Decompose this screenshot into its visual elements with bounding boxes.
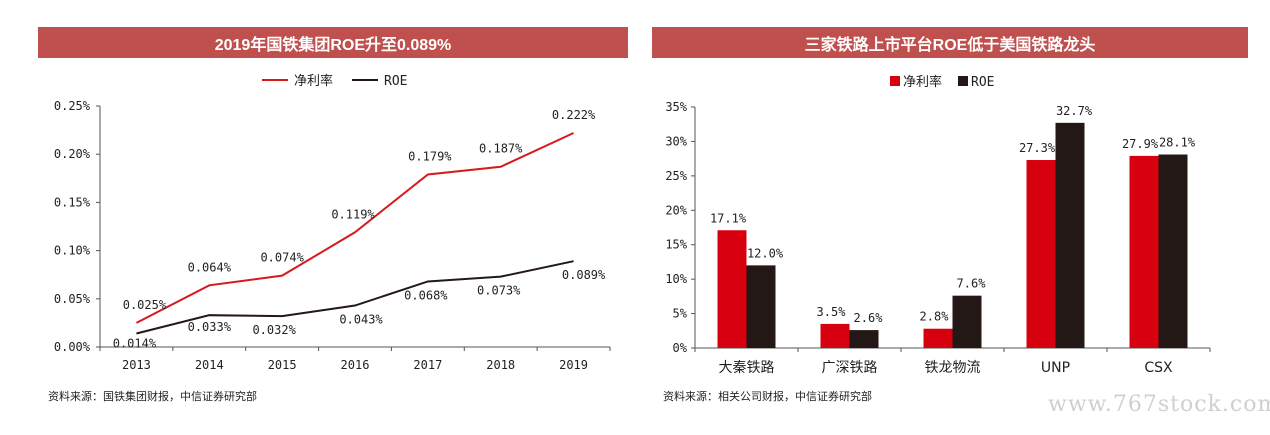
bar-roe	[952, 295, 982, 348]
x-tick-label: 大秦铁路	[719, 360, 775, 376]
data-label: 0.222%	[552, 108, 596, 122]
bar-chart: 0% 5% 10% 15% 20% 25% 30% 35% 大秦铁路 广深铁路 铁龙物流 UNP CSX…	[665, 74, 1211, 376]
data-label: 0.187%	[479, 142, 523, 156]
y-tick-label: 0.10%	[54, 244, 91, 258]
line-chart: 0.00% 0.05% 0.10% 0.15% 0.20% 0.25% 2013 2014 20…	[54, 73, 611, 372]
y-tick-label: 0.25%	[54, 99, 91, 113]
x-tick-label: 2015	[268, 358, 297, 372]
bar-net-margin	[1026, 160, 1056, 348]
x-tick-label: 2016	[341, 358, 370, 372]
data-label: 0.068%	[404, 288, 448, 302]
data-label: 27.9%	[1122, 137, 1159, 151]
x-tick-label: 铁龙物流	[925, 360, 981, 376]
bar-chart-panel: 三家铁路上市平台ROE低于美国铁路龙头 0% 5% 10% 15% 20% 25% 30% 3…	[635, 0, 1270, 435]
data-label: 28.1%	[1159, 136, 1196, 150]
bar-net-margin	[1129, 155, 1159, 348]
data-label: 32.7%	[1056, 104, 1093, 118]
y-tick-label: 0.05%	[54, 292, 91, 306]
legend-label: 净利率	[294, 73, 333, 89]
series-line-net-margin	[135, 132, 574, 324]
y-tick-label: 20%	[665, 203, 687, 217]
y-tick-label: 15%	[665, 238, 687, 252]
bar-roe	[746, 265, 776, 348]
bar-net-margin	[717, 230, 747, 348]
bar-roe	[849, 330, 879, 348]
data-label: 12.0%	[747, 246, 784, 260]
bar-chart-title: 三家铁路上市平台ROE低于美国铁路龙头	[652, 27, 1248, 58]
y-tick-label: 0.15%	[54, 195, 91, 209]
data-label: 0.032%	[252, 323, 296, 337]
x-tick-label: 2018	[486, 358, 515, 372]
data-label: 0.089%	[562, 268, 606, 282]
bar-chart-source: 资料来源：相关公司财报，中信证券研究部	[663, 390, 872, 403]
data-label: 0.074%	[260, 251, 304, 265]
y-tick-label: 30%	[665, 134, 687, 148]
data-label: 0.025%	[123, 298, 167, 312]
data-label: 0.043%	[339, 313, 383, 327]
y-tick-label: 35%	[665, 100, 687, 114]
x-tick-label: 2014	[195, 358, 224, 372]
x-tick-label: CSX	[1144, 360, 1173, 376]
x-tick-label: 2019	[559, 358, 588, 372]
bar-net-margin	[923, 328, 953, 348]
legend-label: ROE	[971, 75, 994, 90]
data-label: 7.6%	[957, 277, 987, 291]
bar-net-margin	[820, 323, 850, 348]
legend-label: ROE	[384, 74, 407, 89]
data-label: 27.3%	[1019, 141, 1056, 155]
y-tick-label: 0.20%	[54, 147, 91, 161]
series-line-roe	[136, 260, 574, 335]
data-label: 0.033%	[188, 320, 232, 334]
y-tick-label: 0.00%	[54, 340, 91, 354]
x-tick-label: 2013	[122, 358, 151, 372]
bar-roe	[1055, 122, 1085, 348]
data-label: 0.073%	[477, 284, 521, 298]
data-label: 0.064%	[188, 260, 232, 274]
data-label: 0.014%	[113, 337, 157, 351]
legend-label: 净利率	[903, 74, 942, 90]
y-tick-label: 0%	[673, 341, 688, 355]
data-label: 2.6%	[854, 311, 884, 325]
x-tick-label: 广深铁路	[822, 360, 878, 376]
data-label: 0.119%	[331, 207, 375, 221]
data-label: 3.5%	[817, 305, 847, 319]
y-tick-label: 10%	[665, 272, 687, 286]
line-chart-source: 资料来源：国铁集团财报，中信证券研究部	[48, 390, 257, 403]
line-chart-title: 2019年国铁集团ROE升至0.089%	[38, 27, 628, 58]
bar-roe	[1158, 154, 1188, 348]
y-tick-label: 25%	[665, 169, 687, 183]
line-chart-panel: 2019年国铁集团ROE升至0.089% 0.00% 0.05% 0.10% 0.15…	[38, 27, 628, 403]
x-tick-label: UNP	[1041, 360, 1070, 376]
legend-swatch	[890, 76, 900, 86]
site-watermark: www.767stock.com	[1048, 392, 1270, 417]
y-tick-label: 5%	[673, 307, 688, 321]
data-label: 2.8%	[920, 310, 950, 324]
data-label: 17.1%	[710, 211, 747, 225]
data-label: 0.179%	[408, 149, 452, 163]
legend-swatch	[958, 76, 968, 86]
x-tick-label: 2017	[413, 358, 442, 372]
